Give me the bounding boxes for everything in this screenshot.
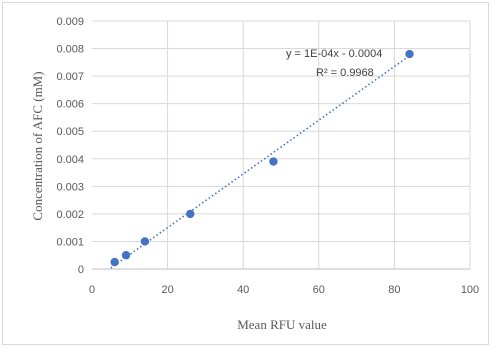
y-tick-label: 0.009 — [56, 16, 84, 28]
y-tick-label: 0.006 — [56, 99, 84, 111]
data-point — [186, 209, 195, 219]
data-point — [269, 157, 278, 166]
x-tick-label: 40 — [237, 284, 249, 296]
y-axis-title: Concentration of AFC (mM) — [30, 71, 45, 220]
y-tick-label: 0.001 — [56, 236, 84, 248]
y-tick-label: 0.005 — [56, 126, 84, 138]
y-tick-label: 0.004 — [56, 154, 84, 166]
x-tick-label: 20 — [161, 284, 173, 296]
data-point — [121, 251, 131, 260]
y-tick-label: 0.007 — [56, 71, 84, 83]
x-tick-label: 80 — [388, 284, 400, 296]
trendline-equation: y = 1E-04x - 0.0004 — [286, 48, 382, 60]
y-tick-label: 0.003 — [56, 181, 84, 193]
data-point — [110, 257, 119, 267]
data-point — [140, 237, 150, 246]
x-tick-label: 60 — [313, 284, 325, 296]
trendline — [110, 55, 410, 269]
data-points — [110, 49, 414, 267]
x-tick-label: 100 — [461, 284, 479, 296]
x-tick-label: 0 — [89, 284, 95, 296]
y-tick-label: 0 — [78, 264, 84, 276]
y-tick-label: 0.008 — [56, 44, 84, 56]
x-tick-labels: 0 20 40 60 80 100 — [89, 284, 479, 296]
y-tick-labels: 0 0.001 0.002 0.003 0.004 0.005 0.006 0.007 0.00… — [56, 16, 84, 276]
y-tick-label: 0.002 — [56, 209, 84, 221]
data-point — [405, 49, 414, 59]
chart-frame — [2, 2, 489, 345]
r-squared-label: R² = 0.9968 — [316, 67, 374, 79]
x-axis-title: Mean RFU value — [237, 317, 327, 332]
gridlines — [92, 20, 471, 269]
